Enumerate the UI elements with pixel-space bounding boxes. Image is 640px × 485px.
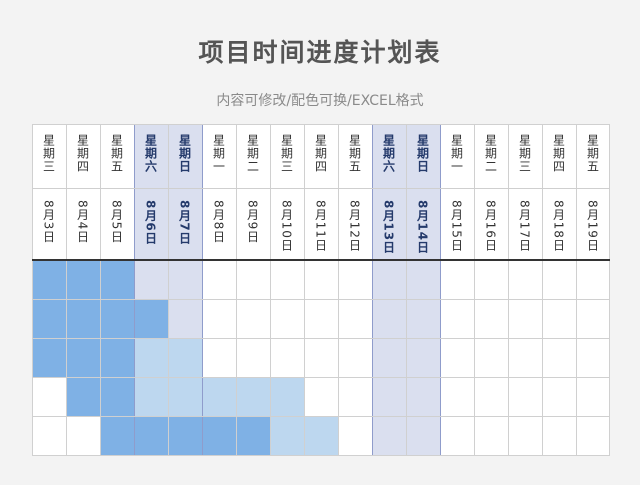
date-label: 8月8日 [211,200,226,244]
date-label: 8月7日 [177,200,192,245]
date-label: 8月13日 [381,200,396,255]
weekday-label: 星期一 [211,134,226,173]
weekday-label: 星期六 [143,134,158,173]
grid-line-vertical [609,124,610,456]
day-header: 星期五 8月19日 [576,124,610,260]
grid-line-horizontal [32,455,610,456]
day-header: 星期六 8月13日 [372,124,406,260]
day-header: 星期三 8月17日 [508,124,542,260]
day-header: 星期二 8月16日 [474,124,508,260]
grid-line-horizontal [32,188,610,189]
weekday-label: 星期二 [245,134,260,173]
weekday-label: 星期日 [415,134,430,173]
weekday-label: 星期三 [517,134,532,173]
day-header: 星期二 8月9日 [236,124,270,260]
weekday-label: 星期一 [449,134,464,173]
grid-line-vertical [134,124,135,456]
date-label: 8月12日 [347,200,362,252]
grid-line-vertical [474,124,475,456]
date-label: 8月18日 [551,200,566,252]
date-label: 8月3日 [41,200,56,244]
weekday-label: 星期日 [177,134,192,173]
task-bar-remaining[interactable] [134,378,304,416]
date-label: 8月14日 [415,200,430,255]
grid-line-horizontal [32,338,610,339]
weekday-label: 星期四 [551,134,566,173]
grid-line-horizontal [32,299,610,300]
weekday-label: 星期四 [75,134,90,173]
grid-line-vertical [202,124,203,456]
date-label: 8月19日 [585,200,600,252]
grid-line-vertical [100,124,101,456]
grid-line-vertical [406,124,407,456]
weekend-column [372,124,406,456]
weekday-label: 星期四 [313,134,328,173]
weekday-label: 星期六 [381,134,396,173]
date-label: 8月17日 [517,200,532,252]
header-divider [32,259,610,261]
day-header: 星期六 8月6日 [134,124,168,260]
day-header: 星期日 8月14日 [406,124,440,260]
task-bar[interactable] [100,417,270,455]
grid-line-vertical [304,124,305,456]
grid-line-horizontal [32,416,610,417]
grid-line-vertical [576,124,577,456]
grid-line-horizontal [32,124,610,125]
date-label: 8月9日 [245,200,260,244]
grid-line-vertical [372,124,373,456]
day-header: 星期三 8月10日 [270,124,304,260]
day-header: 星期一 8月8日 [202,124,236,260]
weekday-label: 星期三 [279,134,294,173]
date-label: 8月16日 [483,200,498,252]
day-header: 星期日 8月7日 [168,124,202,260]
grid-line-vertical [32,124,33,456]
day-header: 星期一 8月15日 [440,124,474,260]
weekend-column [406,124,440,456]
weekday-label: 星期五 [109,134,124,173]
day-header: 星期五 8月12日 [338,124,372,260]
page-subtitle: 内容可修改/配色可换/EXCEL格式 [216,93,424,109]
weekday-label: 星期三 [41,134,56,173]
date-label: 8月5日 [109,200,124,244]
gantt-table: 星期三 8月3日 星期四 8月4日 星期五 8月5日 星期六 8月6日 星期日 8月7日 星期一 8月… [32,124,610,456]
grid-line-vertical [440,124,441,456]
grid-line-vertical [236,124,237,456]
date-label: 8月11日 [313,200,328,252]
grid-line-vertical [270,124,271,456]
day-header: 星期五 8月5日 [100,124,134,260]
weekday-label: 星期二 [483,134,498,173]
grid-line-vertical [66,124,67,456]
weekday-label: 星期五 [585,134,600,173]
date-label: 8月4日 [75,200,90,244]
task-bar[interactable] [32,261,134,299]
grid-line-vertical [508,124,509,456]
grid-line-vertical [168,124,169,456]
grid-line-vertical [338,124,339,456]
date-label: 8月6日 [143,200,158,245]
grid-line-horizontal [32,377,610,378]
date-label: 8月15日 [449,200,464,252]
day-header: 星期四 8月11日 [304,124,338,260]
day-header: 星期四 8月18日 [542,124,576,260]
page-title: 项目时间进度计划表 [198,38,442,67]
day-header: 星期四 8月4日 [66,124,100,260]
task-bar[interactable] [32,339,134,377]
date-label: 8月10日 [279,200,294,252]
weekday-label: 星期五 [347,134,362,173]
day-header: 星期三 8月3日 [32,124,66,260]
grid-line-vertical [542,124,543,456]
